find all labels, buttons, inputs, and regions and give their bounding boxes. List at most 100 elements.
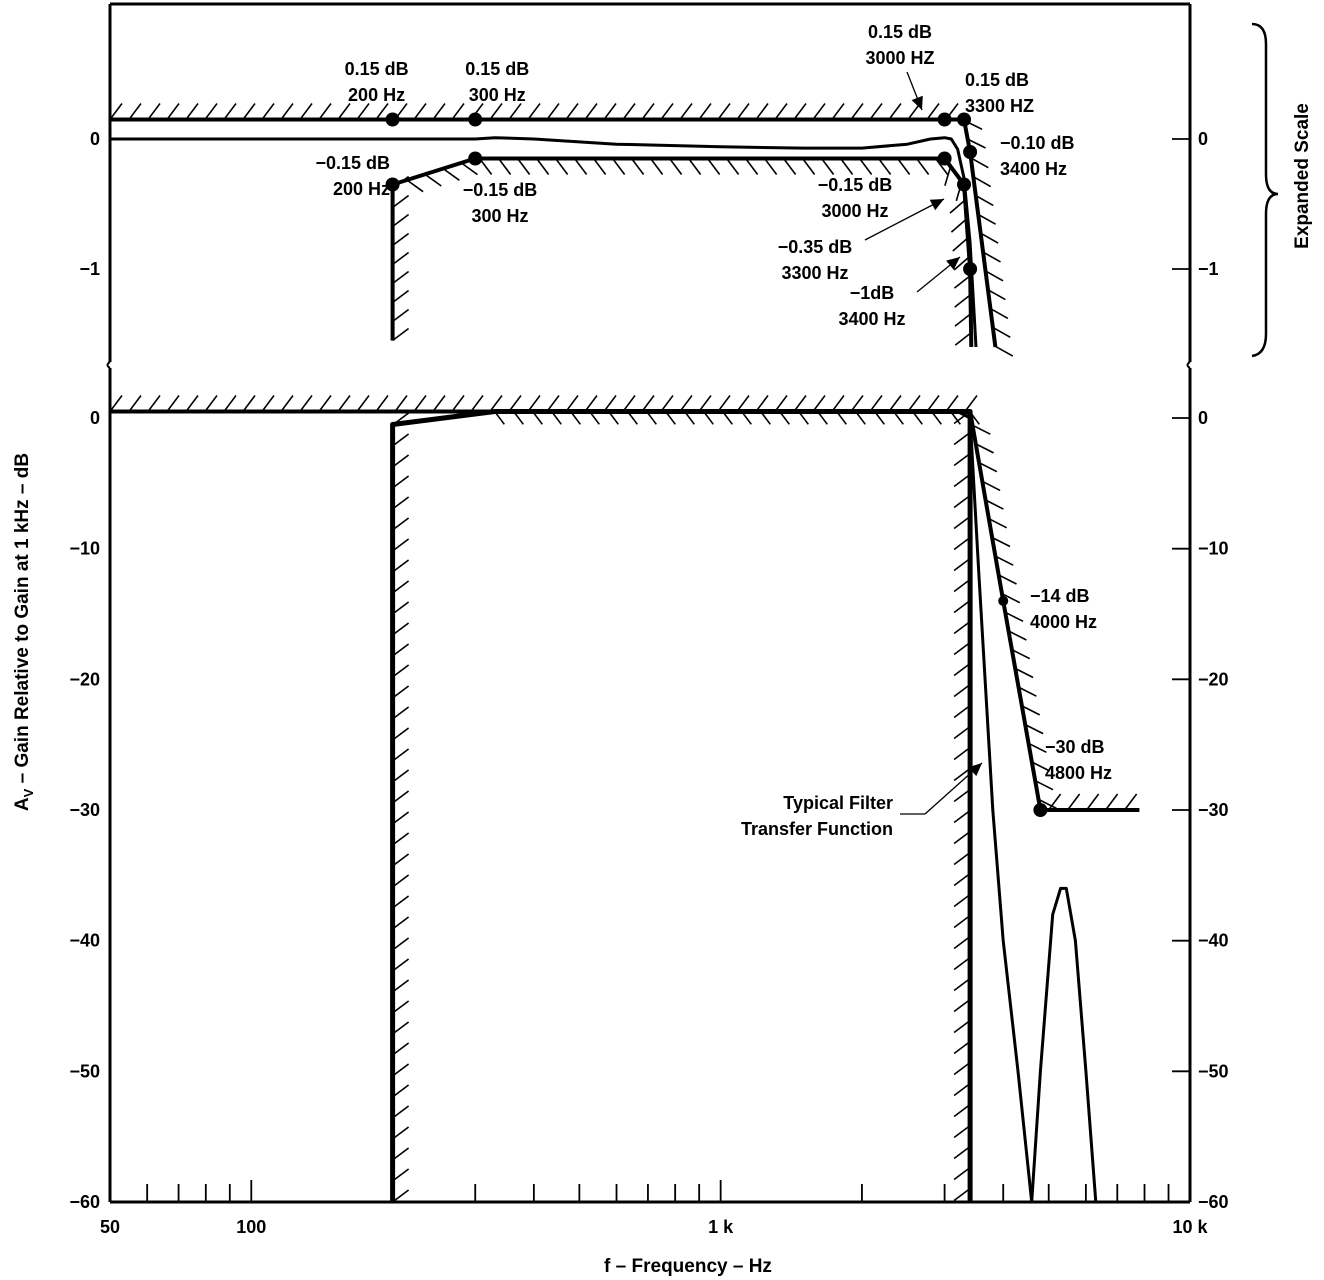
- stopband-point-1: [1033, 803, 1048, 817]
- hatch-line: [953, 494, 971, 509]
- hatch-line: [953, 599, 971, 614]
- typical-filter-label: Typical Filter Transfer Function: [741, 793, 893, 839]
- hatch-line: [679, 103, 693, 120]
- hatch-line: [392, 727, 410, 741]
- hatch-line: [147, 103, 161, 120]
- plot-frame: [106, 2, 1192, 1204]
- hatch-line: [755, 395, 769, 412]
- hatch-line: [850, 103, 864, 120]
- hatch-line: [944, 166, 952, 186]
- x-axis-title: f – Frequency – Hz: [604, 1256, 772, 1277]
- hatch-line: [975, 194, 994, 207]
- hatch-line: [953, 1040, 971, 1055]
- hatch-line: [992, 326, 1011, 338]
- upper-mask-label-4: −0.10 dB 3400 Hz: [1000, 133, 1075, 179]
- hatch-line: [392, 1063, 410, 1077]
- lower-mask-point-1: [468, 151, 483, 166]
- lower-y-tick-label-right: 0: [1198, 408, 1208, 428]
- hatch-line: [725, 158, 740, 175]
- hatch-line: [392, 270, 410, 285]
- hatch-line: [1034, 779, 1054, 791]
- lower-mask-3400-arrowhead: [946, 257, 960, 270]
- lower-y-tick-label-right: −50: [1198, 1061, 1229, 1081]
- hatch-line: [736, 103, 750, 120]
- hatch-line: [392, 251, 410, 266]
- hatch-line: [392, 308, 410, 323]
- hatch-line: [299, 103, 313, 120]
- hatch-line: [736, 395, 750, 412]
- hatch-line: [546, 395, 560, 412]
- hatch-line: [584, 395, 598, 412]
- hatch-line: [392, 706, 410, 720]
- hatch-line: [964, 395, 978, 412]
- lower-y-tick-label-left: −50: [69, 1061, 100, 1081]
- hatch-line: [953, 1061, 971, 1076]
- hatch-line: [953, 704, 971, 719]
- hatch-line: [1085, 793, 1100, 811]
- hatch-line: [975, 443, 994, 454]
- hatch-line: [953, 683, 971, 698]
- hatch-line: [1024, 723, 1044, 735]
- hatch-line: [995, 555, 1014, 566]
- hatch-line: [717, 103, 731, 120]
- hatch-line: [603, 103, 617, 120]
- hatch-line: [280, 395, 294, 412]
- hatch-line: [337, 395, 351, 412]
- hatch-line: [850, 395, 864, 412]
- hatch-line: [394, 395, 408, 412]
- hatch-line: [611, 158, 626, 175]
- annotation-labels: 0.15 dB 200 Hz 0.15 dB 300 Hz 0.15 dB 3000 HZ…: [315, 22, 1112, 839]
- hatch-line: [896, 158, 911, 175]
- lower-y-tick-label-left: 0: [90, 408, 100, 428]
- typical-response-sidelobe-line: [1030, 886, 1098, 1202]
- hatch-line: [392, 1084, 410, 1098]
- mask-point-markers: [385, 112, 1048, 817]
- lower-mask-label-0: −0.15 dB 200 Hz: [315, 153, 390, 199]
- hatch-line: [953, 557, 971, 572]
- hatch-line: [392, 1189, 410, 1202]
- hatch-line: [392, 622, 410, 636]
- hatch-line: [953, 1187, 971, 1202]
- hatch-line: [554, 158, 569, 175]
- upper-mask-point-3: [957, 112, 972, 127]
- hatch-line: [299, 395, 313, 412]
- hatch-line: [953, 1166, 971, 1181]
- typical-filter-arrowhead: [968, 763, 982, 777]
- hatch-line: [442, 167, 460, 181]
- hatch-line: [392, 454, 410, 468]
- hatch-line: [660, 103, 674, 120]
- hatch-line: [953, 956, 971, 971]
- hatch-line: [660, 395, 674, 412]
- expanded-scale-label: Expanded Scale: [1292, 103, 1313, 249]
- hatch-line: [953, 256, 970, 271]
- hatch-line: [392, 517, 410, 531]
- upper-mask-point-2: [937, 112, 952, 127]
- upper-mask-label-3: 0.15 dB 3300 HZ: [965, 70, 1034, 116]
- hatch-line: [592, 158, 607, 175]
- hatch-line: [812, 395, 826, 412]
- hatch-line: [280, 103, 294, 120]
- hatch-line: [953, 452, 971, 467]
- hatch-lower-mask-left: [392, 412, 410, 1202]
- hatch-line: [392, 1168, 410, 1182]
- hatch-line: [994, 345, 1014, 357]
- hatch-line: [392, 601, 410, 615]
- hatch-line: [953, 275, 971, 289]
- y-ticks: 0 0−1 −10 0−10 −10−20 −20−30 −30−40 −40−50 −50−6…: [69, 129, 1228, 1212]
- hatch-line: [698, 103, 712, 120]
- hatch-line: [717, 395, 731, 412]
- hatch-line: [649, 158, 664, 175]
- hatch-line: [392, 895, 410, 909]
- hatch-line: [915, 158, 930, 175]
- hatch-line: [679, 395, 693, 412]
- hatch-line: [954, 294, 971, 308]
- hatch-line: [985, 270, 1004, 282]
- hatch-line: [392, 664, 410, 678]
- lower-mask-3300-arrowhead: [929, 199, 944, 211]
- hatch-line: [953, 935, 971, 950]
- hatch-line: [392, 1000, 410, 1014]
- upper-mask-line: [110, 409, 1140, 812]
- stopband-point-0: [998, 595, 1009, 606]
- upper-mask-label-0: 0.15 dB 200 Hz: [345, 59, 409, 105]
- hatch-line: [953, 536, 971, 551]
